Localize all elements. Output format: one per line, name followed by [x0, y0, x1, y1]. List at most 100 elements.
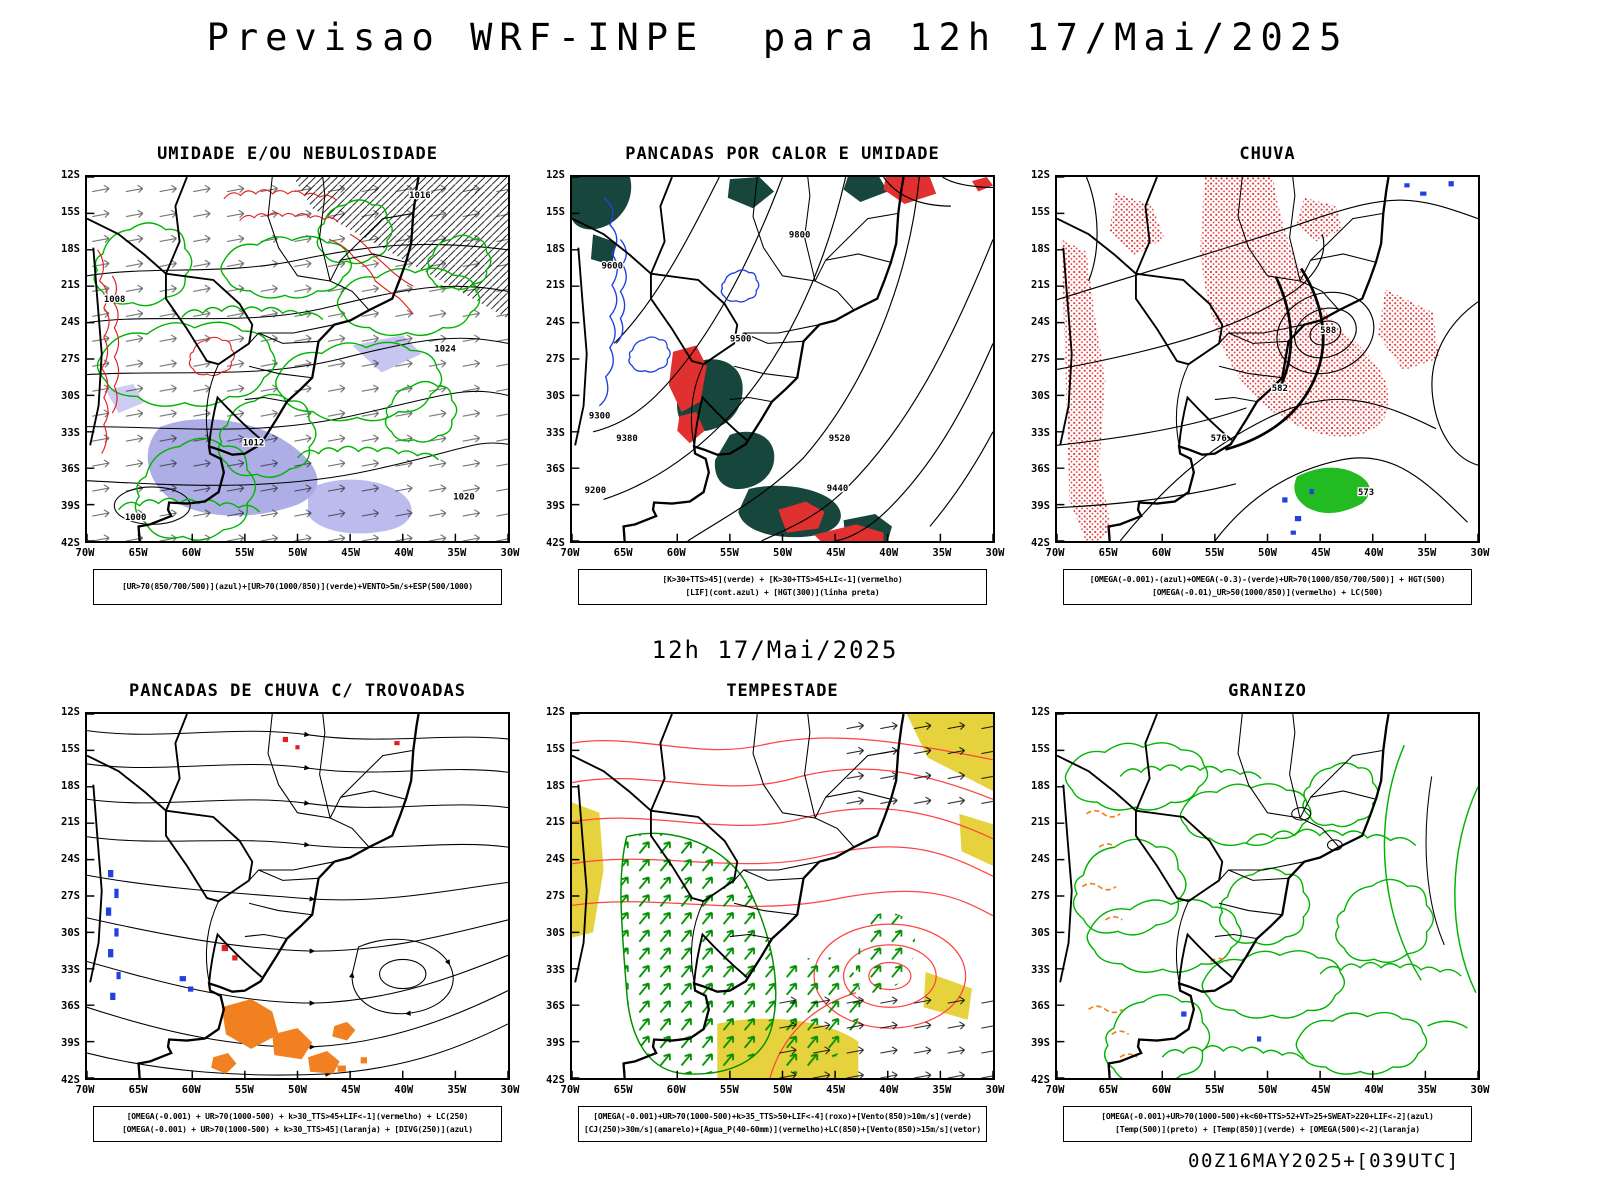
caption-line: [Temp(500)](preto) + [Temp(850)](verde) … [1115, 1125, 1420, 1134]
panel-title: PANCADAS POR CALOR E UMIDADE [625, 144, 940, 164]
svg-text:1000: 1000 [125, 513, 147, 523]
panel-title: TEMPESTADE [726, 681, 839, 701]
caption-box: [OMEGA(-0.001) + UR>70(1000-500) + k>30_… [93, 1106, 502, 1142]
lon-tick-label: 50W [1258, 1084, 1277, 1096]
red-specks [221, 736, 400, 961]
caption-line: [OMEGA(-0.01)_UR>50(1000/850)](vermelho)… [1152, 588, 1383, 597]
lat-tick-label: 21S [1031, 279, 1050, 292]
map-chuva: 588 582 576 573 [1057, 177, 1478, 541]
svg-text:9440: 9440 [827, 484, 849, 494]
lat-tick-label: 33S [1031, 963, 1050, 976]
lat-tick-label: 33S [61, 426, 80, 439]
lon-tick-label: 65W [128, 547, 148, 559]
lon-axis: 70W 65W 60W 55W 50W 45W 40W 35W 30W [561, 547, 1005, 561]
lat-tick-label: 42S [1031, 1074, 1050, 1086]
map-umidade: 1016 1024 1012 1020 1008 1000 [87, 177, 508, 541]
map-pancadas-calor: 9800 9600 9500 9520 9440 9380 9300 9200 [572, 177, 993, 541]
panel-granizo: GRANIZO 12S 15S 18S 21S 24S 27S 30S 33S 36S 39S 42… [1031, 681, 1489, 1142]
svg-text:1024: 1024 [434, 345, 456, 355]
caption-line: [OMEGA(-0.001)-(azul)+OMEGA(-0.3)-(verde… [1089, 575, 1446, 585]
lat-tick-label: 27S [61, 353, 80, 365]
lon-tick-label: 40W [879, 547, 899, 559]
svg-text:573: 573 [1358, 488, 1374, 498]
caption-box: [K>30+TTS>45](verde) + [K>30+TTS>45+LI<-… [578, 569, 987, 605]
blue-specks [1282, 181, 1454, 535]
map-granizo [1057, 714, 1478, 1078]
caption-line: [CJ(250)>30m/s](amarelo)+[Agua_P(40-60mm… [583, 1125, 981, 1134]
svg-text:9200: 9200 [585, 486, 607, 496]
lon-tick-label: 70W [560, 1084, 580, 1096]
red-areas [668, 177, 993, 541]
lat-tick-label: 42S [546, 537, 565, 549]
lat-tick-label: 24S [1031, 316, 1050, 329]
lon-tick-label: 60W [181, 547, 201, 559]
lon-tick-label: 45W [1311, 547, 1331, 559]
lat-tick-label: 36S [61, 463, 80, 476]
lon-tick-label: 30W [985, 547, 1005, 559]
caption-line: [UR>70(850/700/500)](azul)+[UR>70(1000/8… [122, 581, 473, 591]
caption-line: [K>30+TTS>45](verde) + [K>30+TTS>45+LI<-… [662, 575, 903, 585]
map-trovoadas [87, 714, 508, 1078]
black-contours [1291, 776, 1445, 946]
lat-tick-label: 33S [1031, 426, 1050, 439]
lat-tick-label: 24S [546, 316, 565, 329]
lon-tick-label: 35W [1417, 547, 1437, 559]
lat-tick-label: 18S [61, 242, 80, 255]
front-lines [1225, 267, 1325, 451]
lon-tick-label: 45W [826, 547, 846, 559]
lat-tick-label: 33S [546, 426, 565, 439]
lon-tick-label: 40W [394, 1084, 414, 1096]
contour-labels: 588 582 576 573 [1209, 325, 1375, 500]
caption-line: [LIF](cont.azul) + [HGT(300)](linha pret… [685, 588, 880, 597]
lat-tick-label: 12S [61, 706, 80, 718]
axis-ticks [1057, 714, 1478, 1078]
svg-text:9380: 9380 [616, 434, 638, 444]
lon-tick-label: 40W [1364, 547, 1384, 559]
lat-tick-label: 12S [1031, 706, 1050, 718]
lat-axis: 12S 15S 18S 21S 24S 27S 30S 33S 36S 39S 42S [1019, 169, 1053, 549]
lat-axis: 12S 15S 18S 21S 24S 27S 30S 33S 36S 39S 42S [534, 706, 568, 1086]
blue-specks [1181, 1011, 1262, 1042]
contour-labels: 1016 1024 1012 1020 1008 1000 [103, 190, 477, 525]
lat-tick-label: 15S [61, 742, 80, 755]
lat-tick-label: 18S [546, 242, 565, 255]
lon-tick-label: 55W [719, 1084, 739, 1096]
svg-text:576: 576 [1211, 434, 1227, 444]
lon-tick-label: 35W [932, 1084, 952, 1096]
lat-tick-label: 30S [546, 389, 565, 402]
lon-tick-label: 40W [394, 547, 414, 559]
svg-text:1012: 1012 [243, 438, 265, 448]
lon-axis: 70W 65W 60W 55W 50W 45W 40W 35W 30W [1046, 1084, 1490, 1098]
lon-tick-label: 55W [1204, 1084, 1224, 1096]
lon-tick-label: 40W [1364, 1084, 1384, 1096]
lat-axis: 12S 15S 18S 21S 24S 27S 30S 33S 36S 39S 42S [534, 169, 568, 549]
lat-tick-label: 21S [61, 279, 80, 292]
lon-tick-label: 35W [932, 547, 952, 559]
basemap [1057, 714, 1390, 1078]
lat-tick-label: 21S [1031, 816, 1050, 829]
black-vector-field-bottom [778, 982, 993, 1078]
lat-tick-label: 33S [546, 963, 565, 976]
panel-title: PANCADAS DE CHUVA C/ TROVOADAS [128, 681, 467, 701]
lon-tick-label: 70W [1045, 1084, 1065, 1096]
svg-text:9300: 9300 [589, 411, 611, 421]
lat-tick-label: 36S [1031, 463, 1050, 476]
lon-tick-label: 55W [234, 1084, 254, 1096]
lat-tick-label: 18S [1031, 779, 1050, 792]
svg-text:9600: 9600 [601, 262, 623, 272]
svg-text:588: 588 [1320, 326, 1336, 336]
lon-tick-label: 60W [666, 1084, 686, 1096]
map-frame: 1016 1024 1012 1020 1008 1000 [85, 175, 510, 543]
panel-pancadas-calor: PANCADAS POR CALOR E UMIDADE 12S 15S 18S 21… [546, 144, 1004, 605]
caption-line: [OMEGA(-0.001) + UR>70(1000-500) + k>30_… [122, 1125, 473, 1134]
lat-tick-label: 27S [546, 353, 565, 365]
lon-tick-label: 60W [1151, 1084, 1171, 1096]
lat-tick-label: 24S [546, 853, 565, 866]
svg-text:9800: 9800 [789, 230, 811, 240]
rain-speckle-areas [1061, 177, 1440, 541]
lat-tick-label: 39S [546, 1037, 565, 1050]
lat-tick-label: 15S [546, 742, 565, 755]
lon-tick-label: 60W [666, 547, 686, 559]
lat-tick-label: 27S [1031, 890, 1050, 902]
lon-tick-label: 55W [1204, 547, 1224, 559]
